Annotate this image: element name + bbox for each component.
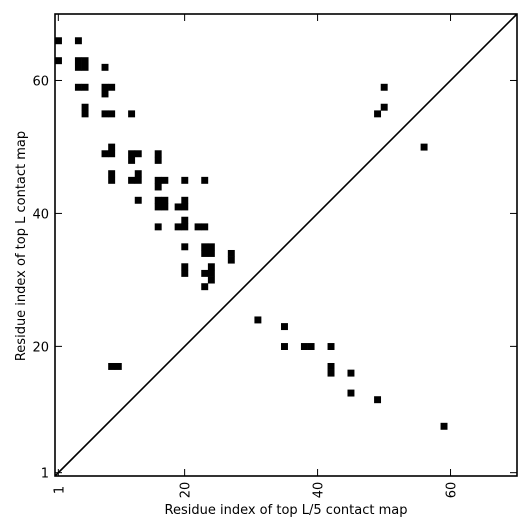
contact-cell [108, 110, 116, 118]
contact-cell [440, 422, 448, 430]
contact-cell [154, 183, 162, 191]
contact-cell [181, 216, 189, 224]
contact-cell [81, 103, 89, 111]
contact-cell [181, 269, 189, 277]
contact-cell [201, 249, 209, 257]
contact-cell [161, 176, 169, 184]
contact-cell [128, 156, 136, 164]
contact-cell [134, 170, 142, 178]
contact-cell [81, 63, 89, 71]
contact-cell [194, 223, 202, 231]
contact-cell [161, 196, 169, 204]
contact-cell [134, 196, 142, 204]
contact-cell [128, 176, 136, 184]
axis-ticks [55, 14, 517, 476]
contact-cell [101, 83, 109, 91]
contact-cell [181, 196, 189, 204]
contact-cell [254, 316, 262, 324]
y-axis-label: Residue index of top L contact map [14, 131, 29, 361]
contact-cell [207, 249, 215, 257]
contact-cell [380, 83, 388, 91]
contact-cell [174, 223, 182, 231]
contact-cell [201, 243, 209, 251]
y-tick-label: 60 [32, 74, 49, 89]
contact-cell [420, 143, 428, 151]
contact-cell [327, 369, 335, 377]
y-tick-label: 20 [32, 340, 49, 355]
contact-cell [74, 83, 82, 91]
contact-cell [101, 150, 109, 158]
contact-cell [174, 203, 182, 211]
contact-cell [128, 150, 136, 158]
contact-cell [300, 343, 308, 350]
contact-cell [181, 243, 189, 251]
contact-cell [307, 343, 315, 350]
contact-cell [108, 150, 116, 158]
contact-cell [81, 83, 89, 91]
contact-cell [207, 276, 215, 284]
contact-cells [55, 37, 448, 430]
x-tick-label: 60 [445, 482, 460, 499]
x-axis-label: Residue index of top L/5 contact map [165, 503, 408, 518]
y-tick-label: 40 [32, 207, 49, 222]
contact-cell [347, 369, 355, 377]
contact-cell [380, 103, 388, 111]
contact-cell [201, 269, 209, 277]
contact-cell [134, 150, 142, 158]
contact-cell [81, 57, 89, 65]
contact-cell [201, 283, 209, 291]
contact-cell [227, 256, 235, 264]
contact-cell [108, 170, 116, 178]
contact-cell [55, 37, 62, 45]
contact-cell [207, 263, 215, 271]
contact-cell [114, 362, 122, 370]
contact-cell [108, 143, 116, 151]
contact-cell [181, 176, 189, 184]
diagonal-line [54, 13, 518, 477]
contact-cell [154, 156, 162, 164]
contact-cell [134, 176, 142, 184]
contact-cell [108, 83, 116, 91]
contact-cell [181, 203, 189, 211]
contact-cell [207, 269, 215, 277]
contact-cell [347, 389, 355, 397]
x-tick-label: 1 [52, 486, 67, 494]
contact-cell [101, 110, 109, 118]
contact-cell [55, 57, 62, 65]
contact-cell [201, 176, 209, 184]
contact-cell [227, 249, 235, 257]
contact-cell [108, 362, 116, 370]
contact-cell [327, 362, 335, 370]
contact-cell [154, 196, 162, 204]
contact-cell [374, 396, 382, 404]
contact-cell [154, 223, 162, 231]
contact-cell [74, 63, 82, 71]
contact-cell [281, 323, 288, 331]
contact-cell [81, 110, 89, 118]
tick-labels: 1 20 40 60 1 20 40 60 [32, 74, 459, 498]
plot-frame [54, 13, 518, 477]
y-tick-label: 1 [41, 467, 49, 482]
contact-cell [108, 176, 116, 184]
contact-cell [101, 63, 109, 71]
contact-cell [181, 223, 189, 231]
contact-cell [207, 243, 215, 251]
contact-cell [181, 263, 189, 271]
contact-cell [161, 203, 169, 211]
contact-cell [154, 150, 162, 158]
contact-cell [327, 343, 335, 350]
contact-cell [281, 343, 288, 350]
x-tick-label: 20 [179, 482, 194, 499]
contact-cell [74, 57, 82, 65]
contact-cell [201, 223, 209, 231]
contact-cell [101, 90, 109, 98]
contact-cell [154, 176, 162, 184]
x-tick-label: 40 [312, 482, 327, 499]
contact-cell [154, 203, 162, 211]
contact-cell [374, 110, 382, 118]
contact-cell [128, 110, 136, 118]
contact-cell [74, 37, 82, 45]
